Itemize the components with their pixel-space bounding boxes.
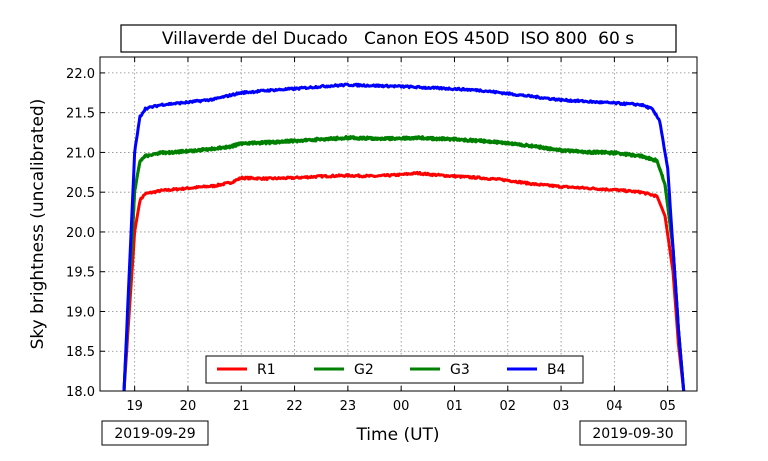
legend-box: [205, 355, 584, 384]
legend-label-g2: G2: [354, 362, 374, 378]
series-line-b4: [122, 82, 686, 391]
series-layer: [122, 82, 686, 391]
x-tick-label: 05: [659, 399, 676, 414]
x-axis-label: Time (UT): [355, 425, 439, 445]
y-ticks: 18.0 18.5 19.0 19.5 20.0 20.5 21.0 21.5 22.0: [66, 67, 697, 400]
x-tick-label: 22: [286, 399, 303, 414]
start-date-label: 2019-09-29: [114, 426, 195, 442]
start-date-box: [101, 420, 209, 446]
x-tick-label: 03: [553, 399, 570, 414]
x-tick-label: 01: [446, 399, 463, 414]
x-tick-label: 02: [499, 399, 516, 414]
y-tick-label: 18.5: [66, 345, 95, 360]
y-tick-label: 19.0: [66, 305, 95, 320]
plot-frame: [100, 57, 697, 391]
legend-label-g3: G3: [450, 362, 470, 378]
x-tick-label: 20: [180, 399, 197, 414]
y-tick-label: 21.0: [66, 146, 95, 161]
legend-label-r1: R1: [257, 362, 276, 378]
legend: R1 G2 G3 B4: [205, 355, 584, 384]
legend-label-b4: B4: [547, 362, 566, 378]
x-ticks: 19 20 21 22 23 00 01 02 03 04 05: [126, 57, 676, 414]
title-box: [120, 24, 677, 53]
y-tick-label: 21.5: [66, 107, 95, 122]
end-date-label: 2019-09-30: [592, 426, 673, 442]
plot-border: [99, 56, 698, 392]
end-date-box: [579, 420, 687, 446]
x-tick-label: 04: [606, 399, 623, 414]
x-tick-label: 19: [126, 399, 143, 414]
x-tick-label: 21: [233, 399, 250, 414]
y-tick-label: 18.0: [66, 385, 95, 400]
y-tick-label: 20.0: [66, 226, 95, 241]
x-tick-label: 23: [340, 399, 357, 414]
x-tick-label: 00: [393, 399, 410, 414]
y-tick-label: 19.5: [66, 266, 95, 281]
y-tick-label: 20.5: [66, 186, 95, 201]
chart-title: Villaverde del Ducado Canon EOS 450D ISO…: [162, 29, 634, 49]
series-line-g3: [122, 135, 686, 391]
y-tick-label: 22.0: [66, 67, 95, 82]
y-axis-label: Sky brightness (uncalibrated): [28, 99, 48, 350]
series-line-r1: [122, 170, 686, 391]
